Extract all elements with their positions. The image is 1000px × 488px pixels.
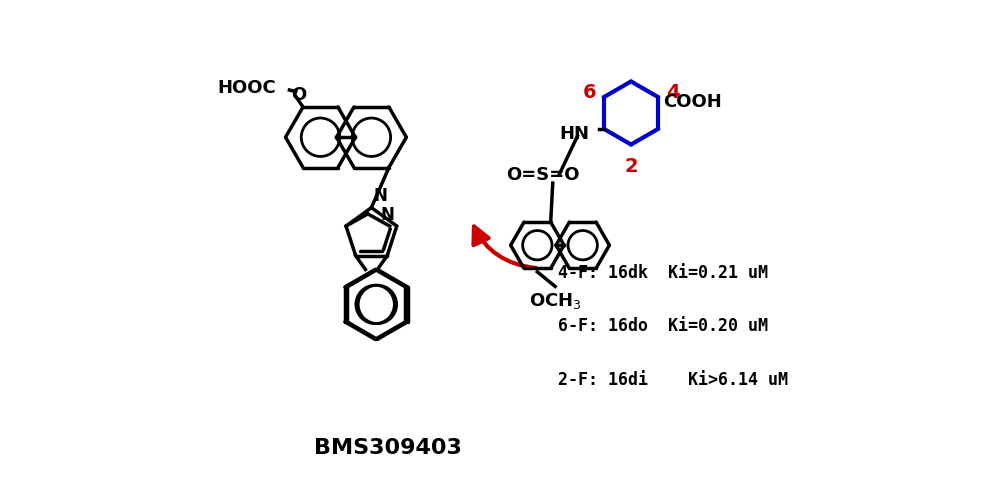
FancyArrowPatch shape xyxy=(473,226,536,268)
Text: 4-F: 16dk  Ki=0.21 uM: 4-F: 16dk Ki=0.21 uM xyxy=(558,264,768,282)
Text: 4: 4 xyxy=(666,83,679,102)
Text: BMS309403: BMS309403 xyxy=(314,438,462,458)
Text: N: N xyxy=(380,205,394,224)
Text: HOOC: HOOC xyxy=(218,79,276,97)
Text: O=S=O: O=S=O xyxy=(506,166,580,184)
Text: COOH: COOH xyxy=(663,93,722,111)
Text: N: N xyxy=(374,187,388,205)
Text: 2-F: 16di    Ki>6.14 uM: 2-F: 16di Ki>6.14 uM xyxy=(558,371,788,389)
Text: O: O xyxy=(291,86,307,104)
Text: OCH$_3$: OCH$_3$ xyxy=(529,291,582,311)
Text: HN: HN xyxy=(559,124,589,142)
Text: 6-F: 16do  Ki=0.20 uM: 6-F: 16do Ki=0.20 uM xyxy=(558,318,768,335)
Text: 2: 2 xyxy=(624,157,638,176)
Text: 6: 6 xyxy=(583,83,596,102)
